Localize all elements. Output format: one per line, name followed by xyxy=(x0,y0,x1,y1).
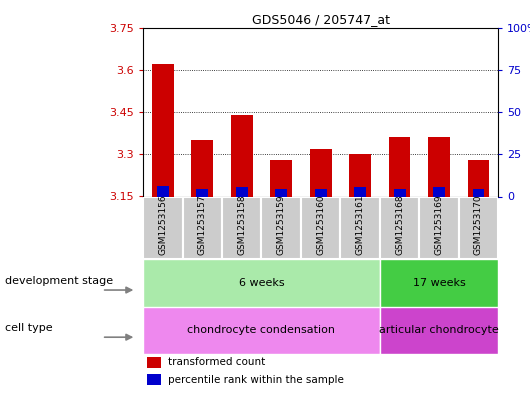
Bar xyxy=(428,138,450,196)
Text: 17 weeks: 17 weeks xyxy=(413,278,465,288)
Bar xyxy=(380,307,498,354)
Bar xyxy=(143,196,182,259)
Bar xyxy=(147,374,161,385)
Bar xyxy=(191,140,213,196)
Bar xyxy=(275,189,287,196)
Text: GSM1253158: GSM1253158 xyxy=(237,195,246,255)
Text: 6 weeks: 6 weeks xyxy=(238,278,284,288)
Bar xyxy=(354,187,366,196)
Bar xyxy=(147,357,161,368)
Bar xyxy=(270,160,292,196)
Bar xyxy=(394,189,405,196)
Bar xyxy=(380,196,419,259)
Bar xyxy=(231,115,253,196)
Text: GSM1253157: GSM1253157 xyxy=(198,195,207,255)
Bar xyxy=(467,160,489,196)
Bar xyxy=(222,196,261,259)
Text: development stage: development stage xyxy=(5,275,113,286)
Text: chondrocyte condensation: chondrocyte condensation xyxy=(188,325,335,335)
Text: GSM1253169: GSM1253169 xyxy=(435,195,444,255)
Bar xyxy=(143,307,380,354)
Bar xyxy=(261,196,301,259)
Text: cell type: cell type xyxy=(5,323,53,333)
Text: GSM1253170: GSM1253170 xyxy=(474,195,483,255)
Bar xyxy=(310,149,331,196)
Bar xyxy=(152,64,174,196)
Bar xyxy=(315,189,326,196)
Bar xyxy=(340,196,380,259)
Bar xyxy=(473,189,484,196)
Bar xyxy=(196,189,208,196)
Text: GSM1253168: GSM1253168 xyxy=(395,195,404,255)
Bar xyxy=(157,185,169,196)
Text: GSM1253160: GSM1253160 xyxy=(316,195,325,255)
Text: GSM1253161: GSM1253161 xyxy=(356,195,365,255)
Text: GSM1253156: GSM1253156 xyxy=(158,195,167,255)
Bar xyxy=(419,196,459,259)
Text: articular chondrocyte: articular chondrocyte xyxy=(379,325,499,335)
Text: GSM1253159: GSM1253159 xyxy=(277,195,286,255)
Bar xyxy=(433,187,445,196)
Bar xyxy=(182,196,222,259)
Bar xyxy=(236,187,248,196)
Bar xyxy=(349,154,371,196)
Bar xyxy=(459,196,498,259)
Bar xyxy=(143,259,380,307)
Text: transformed count: transformed count xyxy=(168,357,265,367)
Bar xyxy=(388,138,410,196)
Bar xyxy=(301,196,340,259)
Text: percentile rank within the sample: percentile rank within the sample xyxy=(168,375,344,385)
Bar xyxy=(380,259,498,307)
Title: GDS5046 / 205747_at: GDS5046 / 205747_at xyxy=(252,13,390,26)
